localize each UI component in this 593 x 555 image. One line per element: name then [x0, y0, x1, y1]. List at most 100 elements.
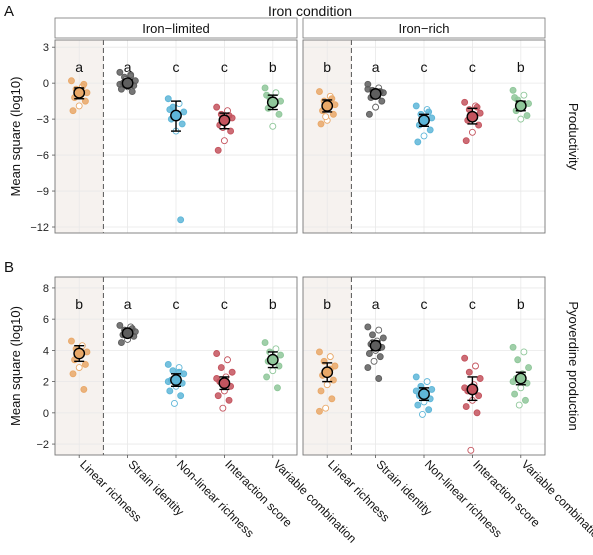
y-tick-label: 2 — [43, 377, 49, 389]
data-point — [166, 387, 174, 395]
data-point — [511, 94, 519, 101]
data-point — [517, 115, 525, 123]
significance-letter: a — [372, 59, 380, 75]
data-point — [117, 339, 125, 347]
data-point — [128, 88, 136, 95]
series-non-linear-richness: c — [164, 59, 188, 224]
data-point — [322, 113, 330, 121]
row-label: Pyoverdine production — [566, 301, 581, 430]
data-point — [423, 378, 431, 386]
series-strain-identity: a — [364, 296, 387, 382]
mean-point — [466, 110, 479, 123]
data-point — [462, 403, 470, 411]
significance-letter: a — [124, 296, 132, 312]
data-point — [517, 384, 525, 392]
data-point — [522, 396, 529, 404]
data-point — [412, 373, 420, 381]
series-linear-richness: b — [316, 296, 339, 415]
data-point — [420, 132, 428, 140]
y-axis-label: Mean square (log10) — [8, 306, 23, 426]
significance-letter: a — [124, 59, 132, 75]
significance-letter: b — [269, 296, 277, 312]
y-tick-label: 6 — [43, 314, 49, 326]
data-point — [472, 362, 479, 370]
data-point — [364, 85, 372, 93]
data-point — [462, 137, 470, 145]
data-point — [178, 120, 186, 128]
data-point — [67, 77, 75, 85]
data-point — [370, 357, 378, 365]
data-point — [509, 86, 517, 94]
data-point — [116, 321, 124, 329]
data-point — [412, 102, 420, 110]
mean-point — [321, 100, 334, 112]
series-variable-combination: b — [509, 296, 532, 409]
data-point — [316, 88, 323, 95]
data-point — [263, 373, 271, 381]
data-point — [274, 384, 281, 392]
significance-letter: c — [469, 59, 476, 75]
y-tick-label: −12 — [30, 222, 49, 234]
facet-strip — [54, 17, 298, 39]
significance-letter: c — [421, 59, 428, 75]
data-point — [468, 128, 476, 136]
mean-point — [170, 109, 182, 122]
data-point — [213, 103, 221, 111]
data-point — [177, 392, 185, 400]
data-point — [69, 370, 77, 378]
data-point — [164, 95, 172, 103]
panel-a-iron-limited: Iron−limited 3 0 −3 −6 −9 −12 Mean square (log1… — [8, 17, 298, 234]
y-axis-label: Mean square (log10) — [8, 77, 23, 197]
mean-point — [266, 96, 279, 109]
panel-letter-a: A — [4, 3, 14, 20]
significance-letter: b — [517, 59, 525, 75]
x-tick-label: Variable combination — [519, 457, 593, 546]
mean-point — [369, 339, 382, 352]
series-linear-richness: b — [316, 59, 339, 128]
panel-b-iron-limited: 8 6 4 2 0 −2 Mean square (log10) b a c c b — [8, 276, 298, 458]
y-tick-label: 0 — [43, 78, 49, 90]
data-point — [375, 326, 383, 334]
panel-border — [302, 39, 546, 234]
panel-b-iron-rich: Pyoverdine production b a c c b — [302, 276, 581, 458]
data-point — [219, 404, 227, 412]
data-point — [523, 112, 531, 119]
data-point — [316, 407, 323, 415]
data-point — [414, 401, 422, 409]
data-point — [378, 97, 386, 105]
data-point — [269, 367, 277, 375]
series-non-linear-richness: c — [164, 296, 188, 407]
data-point — [67, 337, 75, 345]
series-non-linear-richness: c — [412, 296, 436, 418]
data-point — [365, 350, 373, 357]
series-strain-identity: a — [116, 296, 139, 347]
data-point — [475, 392, 483, 400]
data-point — [511, 390, 519, 398]
data-point — [322, 404, 330, 412]
mean-point — [369, 88, 382, 100]
data-point — [75, 102, 83, 110]
y-tick-label: −3 — [36, 114, 49, 126]
data-point — [520, 348, 528, 356]
data-point — [473, 409, 481, 417]
data-point — [261, 339, 269, 347]
data-point — [329, 110, 337, 118]
data-point — [116, 68, 124, 76]
series-linear-richness: a — [67, 59, 91, 115]
data-point — [169, 367, 177, 375]
data-point — [180, 108, 188, 116]
data-point — [269, 122, 277, 130]
data-point — [369, 331, 376, 339]
data-point — [316, 348, 323, 356]
mean-point — [466, 383, 479, 396]
significance-letter: b — [323, 296, 331, 312]
significance-letter: a — [75, 59, 83, 75]
panel-letter-b: B — [4, 259, 14, 276]
significance-letter: b — [269, 59, 277, 75]
data-point — [328, 395, 336, 403]
data-point — [428, 385, 436, 393]
data-point — [170, 400, 178, 407]
data-point — [414, 138, 422, 146]
data-point — [275, 110, 283, 118]
mean-point — [266, 353, 279, 366]
